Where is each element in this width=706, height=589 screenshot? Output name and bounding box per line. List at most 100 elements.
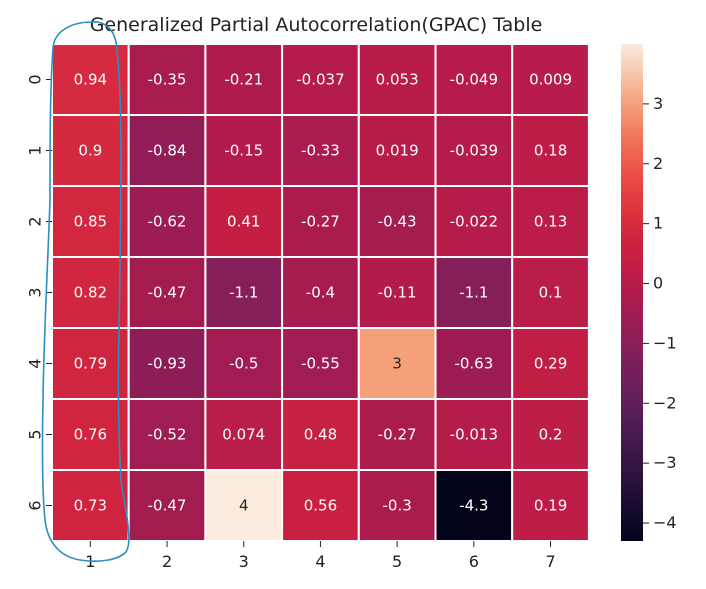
- y-tick-label: 5: [26, 429, 45, 439]
- cell-value-label: 0.73: [74, 497, 107, 515]
- cell-value-label: -0.62: [148, 213, 187, 231]
- cell-value-label: -0.55: [301, 355, 340, 373]
- y-tick-label: 2: [26, 216, 45, 226]
- cell-value-label: -0.63: [454, 355, 493, 373]
- cell-value-label: -0.21: [224, 71, 263, 89]
- colorbar-tick-label: 3: [653, 94, 663, 113]
- colorbar-tick-label: 0: [653, 274, 663, 293]
- colorbar: [621, 44, 643, 541]
- cell-value-label: -1.1: [459, 284, 488, 302]
- cell-value-label: -0.037: [296, 71, 344, 89]
- heatmap-cell: [127, 43, 207, 116]
- y-axis-ticks: 0 1 2 3 4 5 6: [26, 74, 52, 511]
- x-tick-label: 6: [469, 552, 479, 571]
- cell-value-label: 0.41: [227, 213, 260, 231]
- colorbar-tick-label: −1: [653, 333, 677, 352]
- cell-value-label: 0.29: [534, 355, 567, 373]
- heatmap-cell: [51, 256, 130, 329]
- x-tick-label: 7: [545, 552, 555, 571]
- cell-value-label: 0.009: [529, 71, 572, 89]
- colorbar-tick-label: 2: [653, 154, 663, 173]
- colorbar-tick-label: −2: [653, 393, 677, 412]
- heatmap-cell: [511, 185, 590, 258]
- cell-value-label: -0.47: [148, 284, 187, 302]
- cell-value-label: 0.85: [74, 213, 107, 231]
- heatmap-cell: [434, 185, 514, 258]
- chart-title: Generalized Partial Autocorrelation(GPAC…: [90, 14, 543, 36]
- cell-value-label: 3: [392, 355, 402, 373]
- cell-value-label: -0.3: [383, 497, 412, 515]
- colorbar-ticks: −4 −3 −2 −1 0 1 2 3: [643, 94, 677, 532]
- heatmap-cell: [204, 114, 284, 187]
- cell-value-label: 0.1: [539, 284, 563, 302]
- y-tick-label: 3: [26, 287, 45, 297]
- cell-value-label: -0.5: [229, 355, 258, 373]
- heatmap-cell: [281, 469, 360, 542]
- x-tick-label: 4: [315, 552, 325, 571]
- cell-value-label: -0.11: [378, 284, 417, 302]
- cell-value-label: 0.13: [534, 213, 567, 231]
- heatmap-cell: [204, 327, 284, 400]
- hand-drawn-circle-annotation: [41, 21, 130, 562]
- colorbar-tick-label: −4: [653, 513, 677, 532]
- cell-value-label: -0.43: [378, 213, 417, 231]
- heatmap-cell: [127, 185, 207, 258]
- cell-value-label: -0.84: [148, 142, 187, 160]
- heatmap-cell: [204, 185, 284, 258]
- cell-value-label: 0.82: [74, 284, 107, 302]
- heatmap-cell: [357, 185, 437, 258]
- x-tick-label: 2: [162, 552, 172, 571]
- cell-value-label: -0.52: [148, 426, 187, 444]
- cell-value-label: -0.039: [450, 142, 498, 160]
- heatmap-cell: [511, 114, 590, 187]
- x-tick-label: 3: [239, 552, 249, 571]
- heatmap-cell: [434, 43, 514, 116]
- y-tick-label: 6: [26, 500, 45, 510]
- cell-value-label: -0.013: [450, 426, 498, 444]
- y-tick-label: 4: [26, 358, 45, 368]
- colorbar-tick-label: 1: [653, 214, 663, 233]
- heatmap-cells: 0.94 -0.35 -0.21 -0.037 0.053 -0.049 0.009 0.9 -…: [51, 43, 590, 542]
- cell-value-label: -0.35: [148, 71, 187, 89]
- heatmap-cell: [434, 469, 514, 542]
- x-tick-label: 5: [392, 552, 402, 571]
- heatmap-cell: [204, 469, 284, 542]
- cell-value-label: 0.19: [534, 497, 567, 515]
- heatmap-cell: [511, 398, 590, 471]
- cell-value-label: 0.18: [534, 142, 567, 160]
- y-tick-label: 1: [26, 145, 45, 155]
- cell-value-label: 0.053: [376, 71, 419, 89]
- cell-value-label: -0.93: [148, 355, 187, 373]
- cell-value-label: -0.47: [148, 497, 187, 515]
- cell-value-label: -0.049: [450, 71, 498, 89]
- heatmap-cell: [511, 469, 590, 542]
- heatmap-cell: [511, 256, 590, 329]
- colorbar-tick-label: −3: [653, 453, 677, 472]
- cell-value-label: 0.79: [74, 355, 107, 373]
- heatmap-cell: [357, 469, 437, 542]
- cell-value-label: -0.27: [378, 426, 417, 444]
- cell-value-label: 0.019: [376, 142, 419, 160]
- cell-value-label: 0.76: [74, 426, 107, 444]
- cell-value-label: 0.48: [304, 426, 337, 444]
- cell-value-label: -0.27: [301, 213, 340, 231]
- cell-value-label: 0.2: [539, 426, 563, 444]
- cell-value-label: 0.9: [78, 142, 102, 160]
- cell-value-label: -0.15: [224, 142, 263, 160]
- cell-value-label: -0.33: [301, 142, 340, 160]
- cell-value-label: 0.56: [304, 497, 337, 515]
- cell-value-label: -4.3: [459, 497, 488, 515]
- cell-value-label: 0.94: [74, 71, 107, 89]
- heatmap-cell: [281, 185, 360, 258]
- cell-value-label: -0.4: [306, 284, 335, 302]
- cell-value-label: -1.1: [229, 284, 258, 302]
- heatmap-cell: [51, 327, 130, 400]
- cell-value-label: 4: [239, 497, 249, 515]
- heatmap-cell: [357, 114, 437, 187]
- heatmap-cell: [434, 256, 514, 329]
- cell-value-label: 0.074: [222, 426, 265, 444]
- heatmap-cell: [127, 256, 207, 329]
- y-tick-label: 0: [26, 74, 45, 84]
